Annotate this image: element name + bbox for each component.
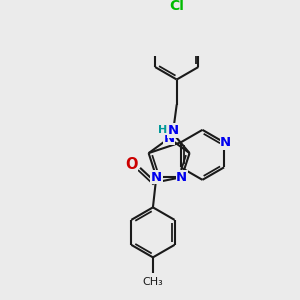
Text: N: N	[164, 132, 175, 145]
Text: N: N	[168, 124, 179, 137]
Text: Cl: Cl	[169, 0, 184, 13]
Text: O: O	[125, 157, 138, 172]
Text: N: N	[151, 171, 162, 184]
Text: H: H	[158, 124, 167, 134]
Text: N: N	[220, 136, 231, 149]
Text: CH₃: CH₃	[142, 277, 163, 287]
Text: N: N	[176, 171, 187, 184]
